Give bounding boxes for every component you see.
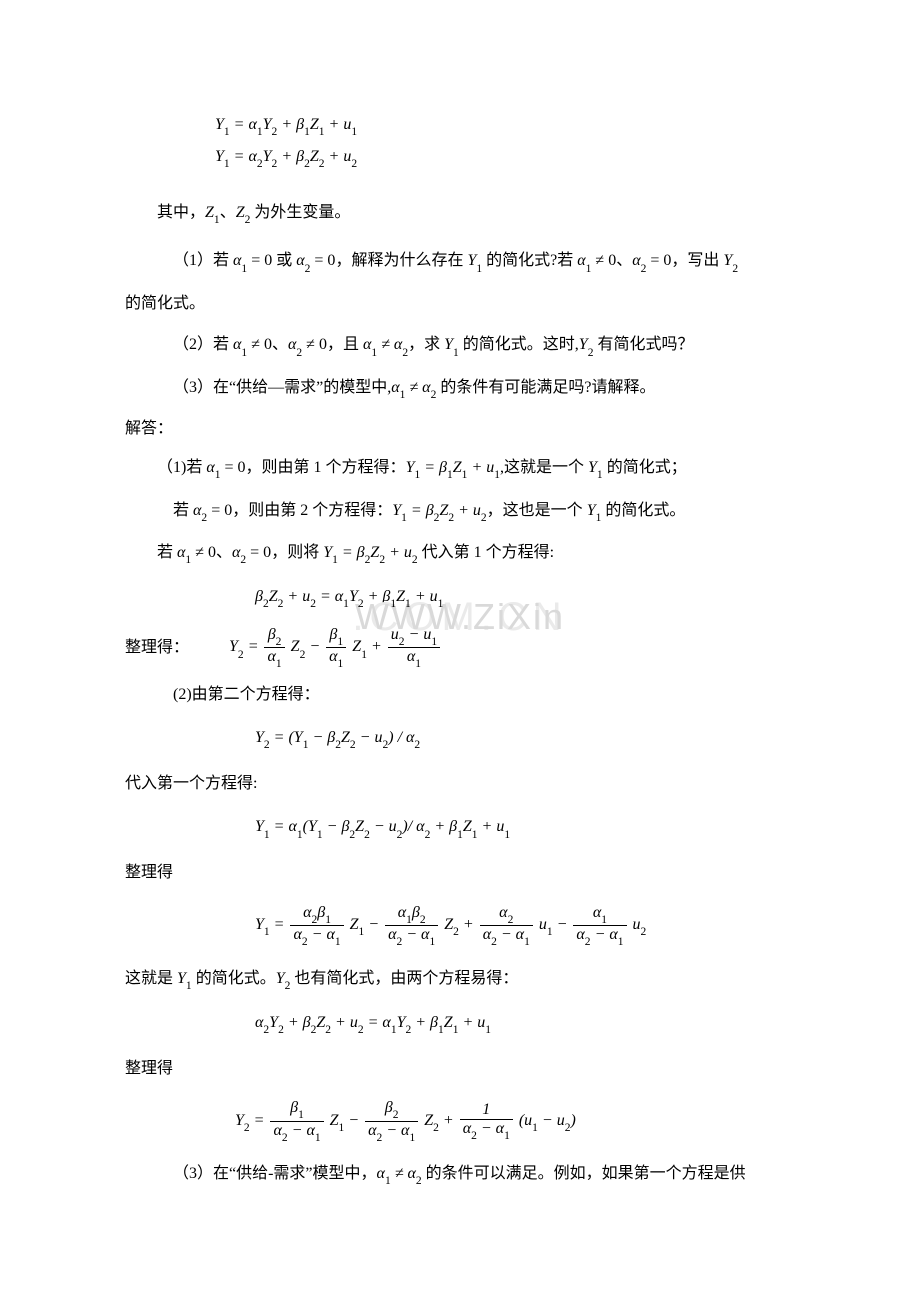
y2-full-expansion: Y2 = β1α2 − α1 Z1 − β2α2 − α1 Z2 + 1α2 −… bbox=[125, 1099, 795, 1143]
answer-1-line2: 若 α2 = 0，则由第 2 个方程得：Y1 = β2Z2 + u2，这也是一个… bbox=[125, 494, 795, 528]
question-2: （2）若 α1 ≠ 0、α2 ≠ 0，且 α1 ≠ α2，求 Y1 的简化式。这… bbox=[125, 328, 795, 362]
question-1-a: （1）若 α1 = 0 或 α2 = 0，解释为什么存在 Y1 的简化式?若 α… bbox=[125, 244, 795, 278]
y2-lead: Y2 = bbox=[229, 638, 262, 655]
question-1-b: 的简化式。 bbox=[125, 287, 795, 321]
answer-label: 解答： bbox=[125, 413, 795, 445]
arrange-label-1: 整理得： bbox=[125, 635, 189, 661]
answer-1-line3: 若 α1 ≠ 0、α2 = 0，则将 Y1 = β2Z2 + u2 代入第 1 … bbox=[125, 536, 795, 570]
answer-1-line1: （1)若 α1 = 0，则由第 1 个方程得：Y1 = β1Z1 + u1,这就… bbox=[125, 451, 795, 485]
arrange-label-2: 整理得 bbox=[125, 856, 795, 890]
eq-open-1: Y1 = α1Y2 + β1Z1 + u1 bbox=[215, 116, 357, 133]
arrange-label-3: 整理得 bbox=[125, 1052, 795, 1086]
y2-expansion-row: 整理得： Y2 = β2α1 Z2 − β1α1 Z1 + u2 − u1α1 bbox=[125, 626, 795, 670]
eq-a2-y1: Y1 = α1(Y1 − β2Z2 − u2)/ α2 + β1Z1 + u1 bbox=[125, 814, 795, 842]
a2-after: 这就是 Y1 的简化式。Y2 也有简化式，由两个方程易得： bbox=[125, 962, 795, 996]
answer-2-head: (2)由第二个方程得： bbox=[125, 678, 795, 712]
opening-equation-block: Y1 = α1Y2 + β1Z1 + u1 Y1 = α2Y2 + β2Z2 +… bbox=[125, 110, 795, 174]
eq-a2-mid: α2Y2 + β2Z2 + u2 = α1Y2 + β1Z1 + u1 bbox=[125, 1010, 795, 1038]
eq-open-2: Y1 = α2Y2 + β2Z2 + u2 bbox=[215, 148, 357, 165]
a2-substitute-label: 代入第一个方程得: bbox=[125, 767, 795, 801]
eq-substitution-1: β2Z2 + u2 = α1Y2 + β1Z1 + u1 bbox=[125, 584, 795, 612]
y1-full-expansion: Y1 = α2β1α2 − α1 Z1 − α1β2α2 − α1 Z2 + α… bbox=[125, 904, 795, 948]
exogenous-line: 其中，Z1、Z2 为外生变量。 bbox=[125, 196, 795, 230]
eq-a2-y2: Y2 = (Y1 − β2Z2 − u2) / α2 bbox=[125, 725, 795, 753]
answer-3: （3）在“供给-需求”模型中，α1 ≠ α2 的条件可以满足。例如，如果第一个方… bbox=[125, 1157, 795, 1191]
question-3: （3）在“供给—需求”的模型中,α1 ≠ α2 的条件有可能满足吗?请解释。 bbox=[125, 371, 795, 405]
